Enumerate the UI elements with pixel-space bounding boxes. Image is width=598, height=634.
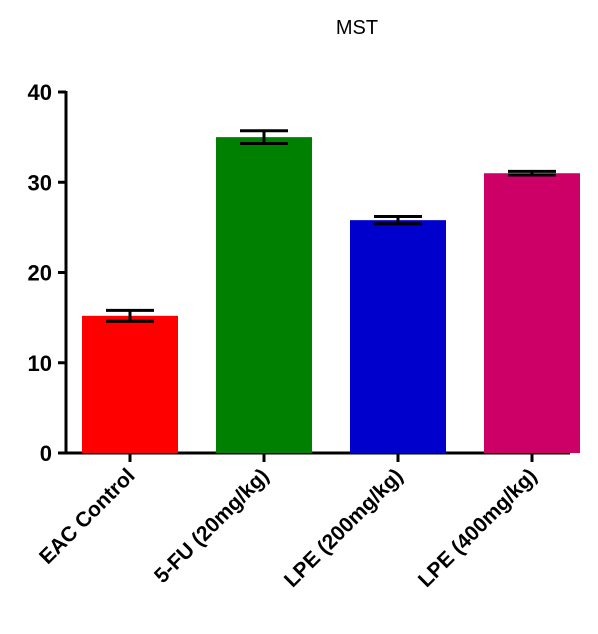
bar xyxy=(82,315,178,453)
x-tick-label: EAC Control xyxy=(35,464,140,569)
x-tick-label: LPE (200mg/kg) xyxy=(280,464,408,592)
y-tick-label: 40 xyxy=(28,80,52,105)
error-bar xyxy=(374,215,422,226)
bar xyxy=(484,173,580,453)
error-bars xyxy=(106,129,556,323)
chart-title: MST xyxy=(336,17,378,39)
y-tick-label: 0 xyxy=(40,441,52,466)
bar xyxy=(216,137,312,453)
error-bar xyxy=(240,129,288,145)
bars xyxy=(82,137,580,453)
x-tick-label: LPE (400mg/kg) xyxy=(414,464,542,592)
y-tick-label: 20 xyxy=(28,261,52,286)
y-axis-ticks: 0 10 20 30 40 xyxy=(28,80,66,466)
bar xyxy=(350,220,446,453)
x-axis-ticks: EAC Control 5-FU (20mg/kg) LPE (200mg/kg) L… xyxy=(35,453,542,592)
x-tick-label: 5-FU (20mg/kg) xyxy=(150,464,274,588)
error-bar xyxy=(508,169,556,177)
y-tick-label: 30 xyxy=(28,170,52,195)
y-tick-label: 10 xyxy=(28,351,52,376)
error-bar xyxy=(106,308,154,323)
